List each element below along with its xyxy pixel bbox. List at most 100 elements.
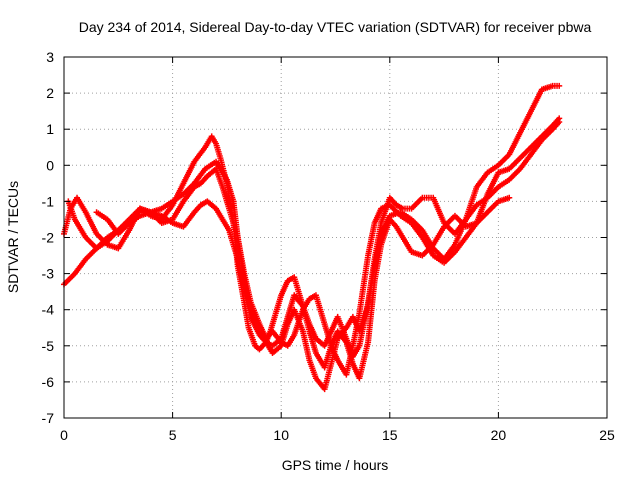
data-point-fill: [220, 185, 232, 210]
ticks: 0 5 10 15 20 25 -7 -6 -5 -4 -3 -2 -1 0 1 2 3: [42, 49, 615, 443]
data-point-fill: [365, 222, 378, 257]
data-point: [506, 194, 513, 201]
data-point-fill: [241, 272, 254, 304]
data-point-fill: [507, 156, 522, 171]
data-point-fill: [285, 294, 297, 318]
data-point-fill: [235, 258, 247, 293]
data-point-fill: [300, 330, 312, 362]
data-point-fill: [127, 207, 142, 225]
data-point-fill: [181, 185, 197, 203]
data-point-fill: [248, 301, 262, 326]
y-tick-label: -7: [42, 410, 55, 426]
data-point-fill: [475, 195, 489, 207]
data-point-fill: [72, 218, 88, 239]
data-point-fill: [486, 199, 500, 214]
data-point-fill: [224, 178, 236, 203]
data-point-fill: [253, 344, 262, 352]
data-point-fill: [551, 82, 561, 89]
data-point-fill: [399, 210, 413, 222]
data-point: [556, 82, 563, 89]
data-point-fill: [551, 120, 561, 131]
data-point-fill: [199, 199, 209, 208]
x-tick-label: 15: [382, 427, 398, 443]
x-axis-label: GPS time / hours: [282, 457, 389, 473]
data-point-fill: [475, 210, 489, 225]
data-point-fill: [507, 131, 523, 156]
data-point-fill: [62, 272, 77, 286]
data-point-fill: [410, 217, 424, 232]
data-point-fill: [442, 214, 457, 229]
data-point-fill: [84, 246, 99, 261]
x-tick-label: 20: [491, 427, 507, 443]
data-point-fill: [432, 253, 446, 265]
data-point-fill: [235, 236, 247, 275]
y-tick-label: -1: [42, 193, 55, 209]
y-tick-label: 2: [46, 85, 54, 101]
x-tick-label: 5: [169, 427, 177, 443]
data-point-fill: [442, 250, 457, 265]
data-point-fill: [279, 279, 290, 297]
data-point-fill: [83, 211, 99, 236]
y-tick-label: -6: [42, 374, 55, 390]
y-tick-label: 0: [46, 157, 54, 173]
data-point-fill: [452, 218, 468, 246]
x-tick-label: 25: [599, 427, 615, 443]
data-point-fill: [486, 163, 500, 175]
data-point-fill: [301, 297, 312, 311]
data-point-fill: [518, 153, 533, 171]
data-point-fill: [270, 329, 283, 344]
data-point-fill: [474, 171, 490, 189]
y-tick-label: -4: [42, 302, 55, 318]
data-point-fill: [431, 196, 447, 225]
data-point-fill: [308, 293, 318, 301]
data-point-fill: [529, 138, 544, 156]
chart-title: Day 234 of 2014, Sidereal Day-to-day VTE…: [79, 19, 592, 35]
data-point-fill: [356, 341, 371, 380]
data-point-fill: [160, 214, 174, 225]
data-point-fill: [75, 196, 88, 214]
data-point-fill: [350, 344, 362, 358]
data-point-fill: [410, 196, 424, 211]
data-point-fill: [209, 135, 218, 145]
data-point-fill: [442, 243, 457, 261]
data-point-fill: [529, 134, 544, 149]
data-point-fill: [402, 205, 413, 212]
data-point-fill: [496, 153, 511, 167]
data-point-fill: [192, 145, 207, 164]
data-point-fill: [528, 88, 544, 113]
data-point-fill: [84, 236, 99, 250]
x-tick-label: 10: [273, 427, 289, 443]
data-point-fill: [343, 344, 356, 376]
y-tick-label: -3: [42, 266, 55, 282]
data-point-fill: [160, 199, 174, 211]
data-point-fill: [181, 160, 197, 185]
y-tick-label: -2: [42, 230, 55, 246]
y-axis-label: SDTVAR / TECUs: [5, 181, 21, 293]
data-point-fill: [378, 214, 392, 236]
data-point-fill: [394, 225, 405, 239]
x-tick-label: 0: [60, 427, 68, 443]
data-point-fill: [192, 181, 203, 190]
data-point-fill: [205, 199, 218, 211]
data-point-fill: [420, 229, 436, 250]
data-point-fill: [328, 337, 341, 365]
grid: [64, 57, 607, 418]
data-point-fill: [322, 323, 334, 347]
data-point-fill: [313, 294, 328, 326]
data-point-fill: [365, 265, 378, 307]
data-point-fill: [322, 362, 334, 391]
data-point-fill: [286, 275, 296, 283]
data-point-fill: [214, 207, 225, 221]
data-point-fill: [388, 196, 399, 207]
data-point-fill: [285, 333, 297, 347]
data-point-fill: [170, 200, 186, 221]
data-point-fill: [400, 236, 414, 254]
series-layer: [61, 82, 563, 393]
data-point-fill: [409, 221, 425, 239]
data-point-fill: [518, 145, 533, 160]
data-point-fill: [388, 217, 399, 229]
data-point-fill: [518, 109, 534, 135]
y-tick-label: -5: [42, 338, 55, 354]
